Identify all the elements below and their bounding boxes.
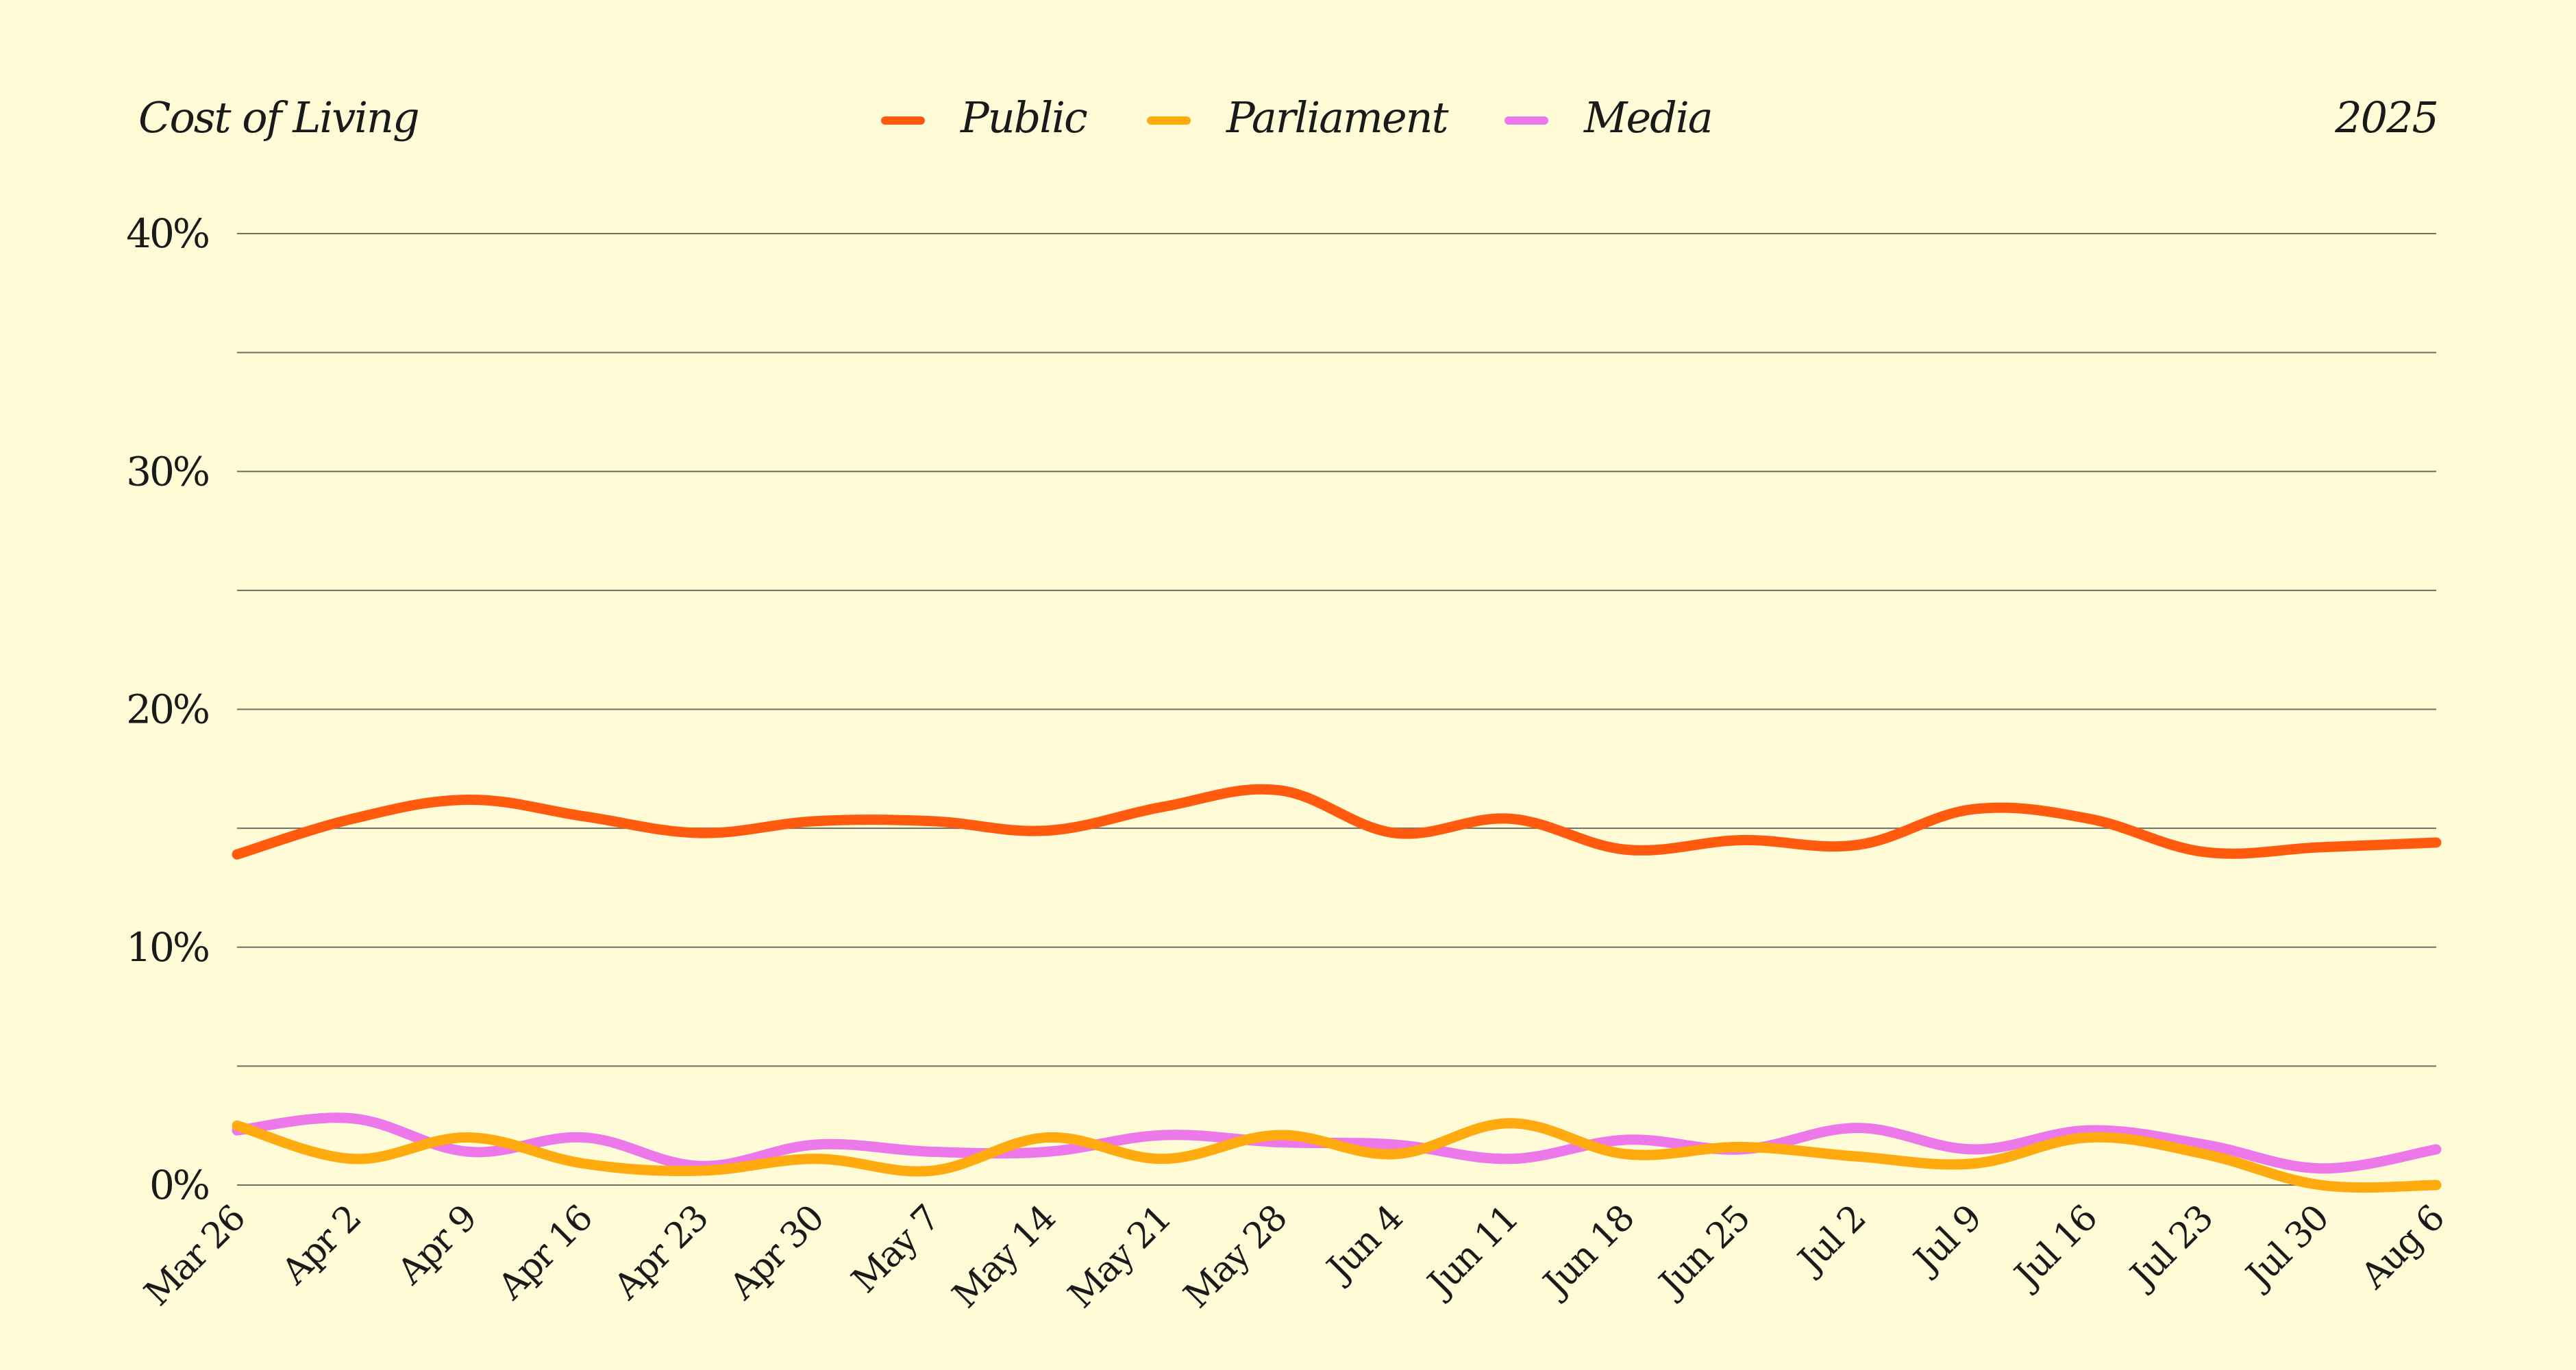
x-tick-label: Apr 23 [606,1198,716,1308]
x-tick-label: Jul 16 [2005,1198,2105,1298]
x-tick-label: Jul 30 [2236,1198,2336,1298]
y-tick-label: 0% [149,1162,208,1208]
x-tick-label: Apr 16 [490,1198,600,1308]
x-tick-label: Apr 2 [273,1198,369,1293]
x-tick-label: May 7 [844,1198,948,1302]
x-tick-label: Apr 30 [721,1198,832,1308]
chart-title: Cost of Living [138,92,419,142]
y-tick-label: 30% [126,448,208,495]
y-tick-label: 40% [126,210,208,257]
x-tick-label: Jun 25 [1649,1198,1757,1306]
x-tick-label: Jul 2 [1788,1198,1873,1283]
series-line-parliament [232,1118,2442,1193]
y-tick-label: 20% [126,686,208,733]
x-axis: Mar 26 Apr 2 Apr 9 Apr 16 Apr 23 Apr 30 May 7M… [137,1198,2453,1317]
y-axis: 0% 10% 20% 30% 40% [126,210,210,1208]
x-tick-label: Jun 18 [1534,1198,1642,1306]
y-tick-label: 10% [126,924,208,971]
legend-label-public: Public [960,92,1087,142]
legend-label-parliament: Parliament [1226,92,1449,142]
x-tick-label: May 14 [945,1198,1063,1317]
legend: Public Parliament Media [881,92,1713,142]
gridlines [237,233,2436,1186]
x-tick-label: Mar 26 [137,1198,253,1315]
x-tick-label: May 28 [1176,1198,1295,1317]
series-lines [232,784,2442,1193]
legend-label-media: Media [1583,92,1712,142]
x-tick-label: Jun 11 [1418,1198,1526,1306]
x-tick-label: Jun 4 [1317,1198,1411,1291]
x-tick-label: Jul 23 [2120,1198,2220,1298]
year-label: 2025 [2334,92,2438,142]
x-tick-label: Jul 9 [1904,1198,1989,1283]
x-tick-label: Aug 6 [2353,1198,2452,1297]
series-line-public [232,784,2442,860]
x-tick-label: May 21 [1061,1198,1179,1317]
x-tick-label: Apr 9 [389,1198,484,1293]
